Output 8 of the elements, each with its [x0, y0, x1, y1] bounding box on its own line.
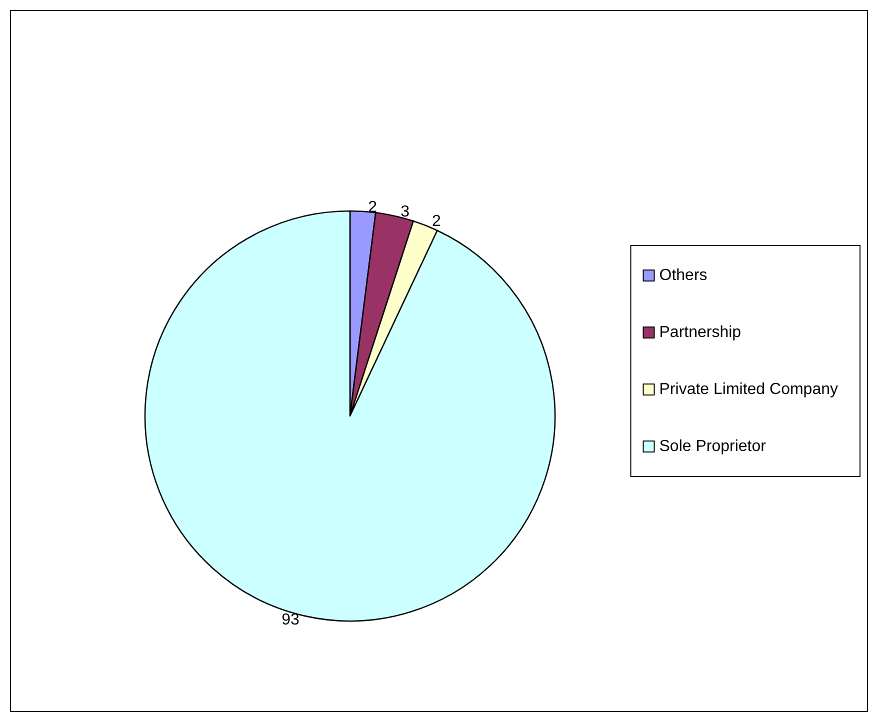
data-label: 93 — [282, 611, 300, 628]
legend-label: Others — [659, 267, 708, 284]
data-label: 2 — [432, 213, 441, 230]
legend-label: Sole Proprietor — [659, 438, 767, 455]
legend-label: Partnership — [659, 324, 742, 341]
data-label: 2 — [368, 198, 378, 216]
data-label: 3 — [400, 204, 410, 221]
legend-label: Private Limited Company — [659, 381, 838, 398]
